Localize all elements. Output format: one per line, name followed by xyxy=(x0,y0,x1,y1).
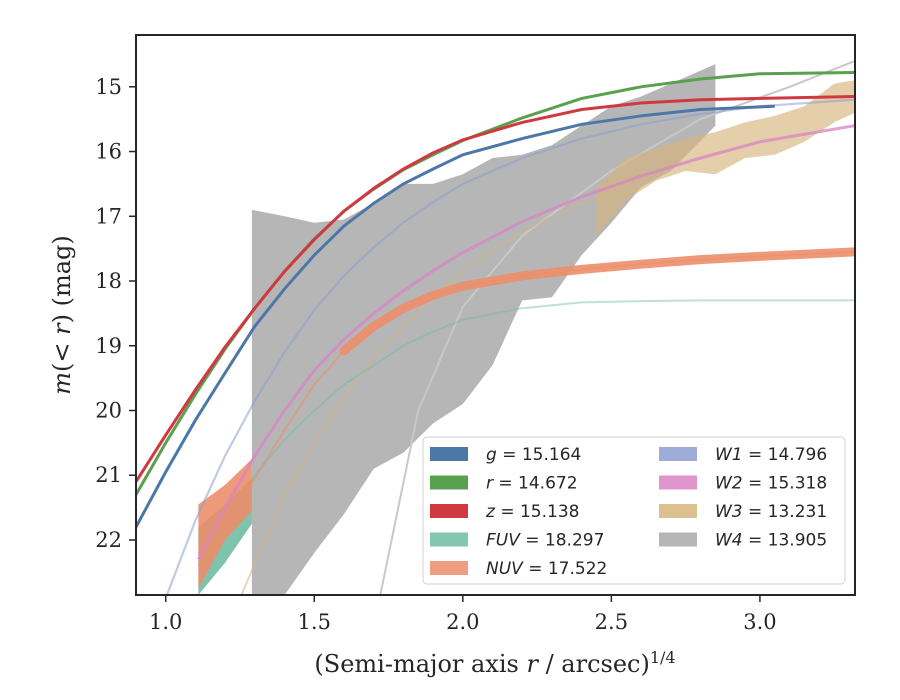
legend-label-w2: W2 = 15.318 xyxy=(715,474,827,494)
legend-swatch-w2 xyxy=(659,475,697,490)
series-w2-line xyxy=(197,124,855,561)
legend-label-r: r = 14.672 xyxy=(486,474,578,494)
legend-box xyxy=(422,436,846,585)
y-tick-label: 18 xyxy=(95,269,122,293)
plot-area xyxy=(136,59,855,595)
legend-swatch-g xyxy=(430,447,468,461)
plot-frame xyxy=(135,34,856,596)
x-tick-label: 3.0 xyxy=(743,610,776,634)
x-tick-label: 1.0 xyxy=(149,610,182,634)
series-fuv-line xyxy=(197,299,855,567)
x-tick-label: 2.0 xyxy=(446,610,479,634)
x-tick-label: 2.5 xyxy=(595,610,628,634)
legend-label-w3: W3 = 13.231 xyxy=(715,502,827,522)
axis-ticks: 1.0 1.5 2.0 2.5 3.0 15 16 17 18 19 20 21 22 xyxy=(95,75,776,634)
legend-swatch-w1 xyxy=(659,447,697,461)
y-axis-label: m(< r) (mag) xyxy=(48,235,76,395)
y-tick-label: 20 xyxy=(95,398,122,422)
series-w1-line xyxy=(165,98,855,595)
y-tick-label: 21 xyxy=(95,463,122,487)
series-nuv-thick xyxy=(339,247,855,356)
legend-swatch-w3 xyxy=(659,504,697,518)
series-z-line xyxy=(136,95,855,483)
legend-label-w4: W4 = 13.905 xyxy=(715,531,827,551)
y-tick-label: 19 xyxy=(95,334,122,358)
legend-swatch-w4 xyxy=(659,532,697,547)
legend: g = 15.164 r = 14.672 z = 15.138 FUV = 18.2… xyxy=(422,436,846,585)
legend-label-nuv: NUV = 17.522 xyxy=(486,559,607,579)
legend-swatch-nuv xyxy=(430,561,468,575)
x-axis-label: (Semi-major axis r / arcsec)1/4 xyxy=(314,648,675,678)
legend-label-fuv: FUV = 18.297 xyxy=(486,531,604,551)
legend-label-w1: W1 = 14.796 xyxy=(715,445,827,465)
legend-label-g: g = 15.164 xyxy=(486,445,581,465)
legend-swatch-z xyxy=(430,504,468,518)
series-g-line xyxy=(136,104,775,528)
y-tick-label: 16 xyxy=(95,140,122,164)
legend-label-z: z = 15.138 xyxy=(485,502,579,522)
legend-swatch-fuv xyxy=(430,532,468,547)
x-tick-label: 1.5 xyxy=(298,610,331,634)
y-tick-label: 17 xyxy=(95,204,122,228)
legend-swatch-r xyxy=(430,475,468,490)
series-w3-band xyxy=(596,80,855,236)
series-nuv-band xyxy=(198,459,252,589)
y-tick-label: 22 xyxy=(95,528,122,552)
y-tick-label: 15 xyxy=(95,75,122,99)
